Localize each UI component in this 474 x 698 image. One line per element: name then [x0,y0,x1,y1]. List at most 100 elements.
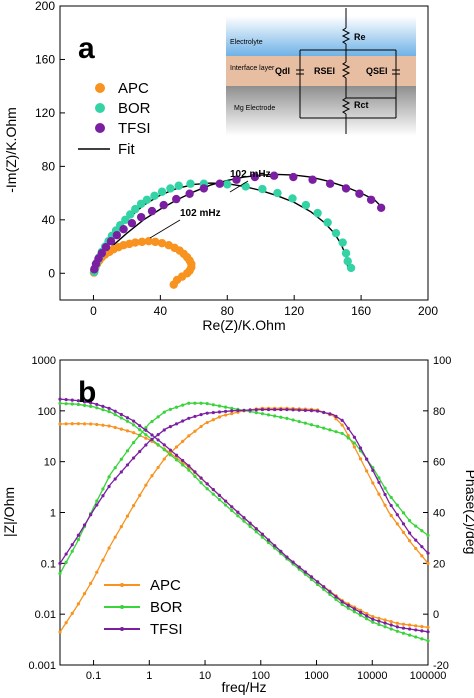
x-tick-label: 0 [90,304,97,318]
magnitude-marker-tfsi [309,575,314,579]
phase-marker-tfsi [70,543,74,547]
phase-marker-bor [377,476,381,480]
magnitude-marker-bor [224,503,228,507]
phase-marker-apc [64,621,68,625]
y-tick-label: 100 [38,406,56,418]
magnitude-marker-tfsi [174,453,179,457]
phase-marker-tfsi [303,408,307,412]
phase-marker-tfsi [101,494,105,498]
x-tick-label: 160 [351,304,371,318]
phase-marker-tfsi [193,414,197,419]
magnitude-marker-bor [322,587,326,592]
phase-marker-tfsi [187,416,191,420]
magnitude-marker-bor [395,629,399,633]
magnitude-marker-bor [76,402,80,407]
phase-marker-tfsi [144,443,148,447]
phase-marker-bor [211,403,215,407]
data-point-bor [223,180,232,189]
panel-a-legend: APC BOR TFSI Fit [78,80,151,158]
fit-line-bor [92,182,349,274]
magnitude-marker-apc [426,625,430,629]
magnitude-marker-tfsi [285,555,289,559]
inset-qsei-label: QSEI [366,66,388,76]
magnitude-marker-apc [89,422,93,426]
phase-marker-tfsi [168,425,172,429]
y-tick-label: 120 [35,106,55,120]
phase-marker-bor [58,571,62,576]
phase-marker-apc [162,457,166,461]
magnitude-marker-apc [64,422,68,426]
data-point-tfsi [127,218,137,228]
panel-b-ticks: 0.1 1 10 100 1000 10000 1000000.0010.010.11101… [28,355,451,682]
panel-a: 0 40 80 120 160 200 0 40 80 120 160 200 a Re(Z)/K.O… [3,0,438,333]
phase-marker-tfsi [408,531,412,535]
phase-marker-tfsi [224,409,228,414]
magnitude-marker-apc [365,611,369,616]
phase-marker-tfsi [401,522,406,526]
data-point-bor [166,184,175,193]
phase-marker-bor [144,426,148,430]
phase-marker-bor [334,430,338,434]
legend-bor-label: BOR [118,100,151,117]
magnitude-marker-tfsi [389,623,393,627]
magnitude-marker-bor [217,498,222,502]
data-point-bor [343,257,352,266]
magnitude-marker-bor [236,514,240,518]
phase-marker-apc [95,570,99,574]
phase-marker-bor [309,423,314,427]
data-point-bor [157,187,167,196]
magnitude-marker-tfsi [365,614,369,618]
magnitude-marker-tfsi [162,443,166,447]
phase-marker-apc [371,481,375,485]
legend-b-tfsi-label: TFSI [150,621,183,638]
phase-marker-bor [291,418,295,422]
phase-line-tfsi [59,408,429,564]
y-tick-label: 0.1 [41,558,56,570]
phase-marker-apc [70,611,74,615]
phase-marker-bor [316,424,320,428]
phase-marker-apc [187,434,191,438]
magnitude-marker-bor [248,524,252,529]
inset-interface-label: Interface layer [230,65,275,72]
phase-marker-tfsi [285,407,289,412]
data-point-bor [241,182,250,191]
magnitude-marker-bor [113,413,117,417]
phase-marker-tfsi [395,513,399,517]
panel-b: 0.1 1 10 100 1000 10000 1000000.0010.010.11101… [1,355,474,695]
phase-marker-bor [113,466,117,470]
magnitude-marker-bor [187,468,191,472]
data-point-tfsi [185,189,194,198]
magnitude-marker-tfsi [242,516,246,520]
data-point-tfsi [172,194,181,204]
magnitude-marker-apc [70,422,74,426]
magnitude-marker-bor [316,582,320,587]
phase-marker-apc [217,415,222,419]
phase-marker-apc [82,592,87,596]
phase-marker-apc [107,546,111,550]
phase-marker-tfsi [328,412,332,416]
y-tick-label: 0.001 [28,660,56,672]
phase-marker-bor [285,416,289,420]
magnitude-marker-bor [132,423,136,427]
magnitude-marker-apc [76,422,80,426]
phase-marker-tfsi [279,407,283,412]
magnitude-marker-tfsi [395,625,399,629]
magnitude-marker-bor [242,519,246,523]
inset-electrolyte-label: Electrolyte [230,39,263,46]
phase-marker-bor [64,560,68,564]
phase-marker-bor [352,441,356,445]
y-tick-label: 80 [42,159,56,173]
phase-marker-apc [144,483,148,487]
magnitude-marker-tfsi [76,399,80,403]
y-tick-label: 1 [50,508,56,520]
phase-marker-bor [266,413,271,417]
phase-marker-apc [199,424,203,429]
panel-b-legend: APC BOR TFSI [104,577,183,638]
magnitude-marker-bor [420,637,424,641]
phase-marker-tfsi [266,407,271,412]
magnitude-marker-tfsi [230,505,234,509]
magnitude-marker-apc [371,615,375,619]
panel-a-label: a [78,32,95,65]
y2-tick-label: 0 [433,609,439,621]
y2-tick-label: 100 [433,355,451,367]
